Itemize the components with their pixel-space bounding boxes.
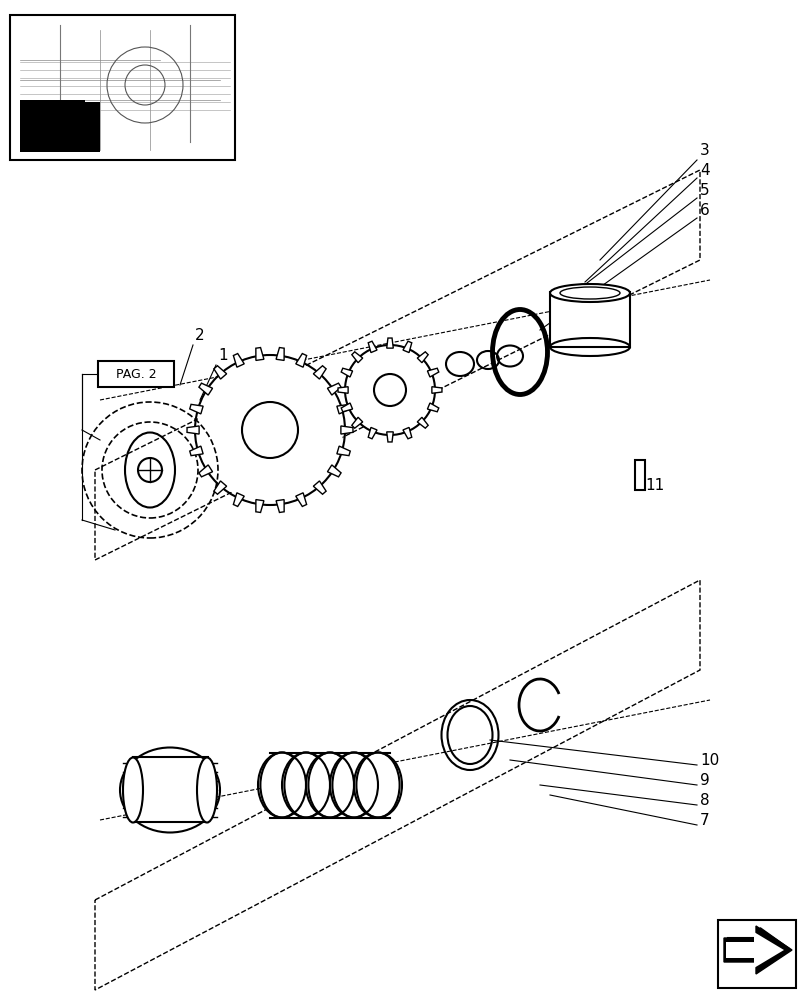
Ellipse shape [260, 752, 303, 817]
Polygon shape [213, 366, 226, 379]
Bar [717, 920, 795, 988]
Bar [10, 15, 234, 160]
Polygon shape [386, 432, 393, 442]
Polygon shape [341, 426, 353, 434]
Polygon shape [233, 354, 244, 367]
Polygon shape [313, 481, 326, 494]
Polygon shape [199, 383, 212, 395]
Polygon shape [233, 493, 244, 506]
Polygon shape [431, 387, 441, 393]
Polygon shape [190, 404, 203, 414]
Text: 2: 2 [195, 328, 204, 343]
Ellipse shape [549, 284, 629, 302]
Bar [634, 460, 644, 490]
Ellipse shape [332, 752, 375, 817]
Polygon shape [725, 932, 783, 968]
Polygon shape [727, 928, 787, 968]
Text: PAG. 2: PAG. 2 [115, 367, 157, 380]
Polygon shape [402, 427, 411, 439]
Bar [20, 100, 85, 152]
Text: 4: 4 [699, 163, 709, 178]
Polygon shape [417, 352, 427, 363]
FancyBboxPatch shape [98, 361, 174, 387]
Polygon shape [187, 426, 199, 434]
Text: 1: 1 [217, 348, 227, 363]
Polygon shape [255, 500, 264, 512]
Polygon shape [427, 403, 438, 412]
Polygon shape [723, 926, 791, 974]
Polygon shape [341, 403, 352, 412]
Ellipse shape [122, 758, 143, 822]
Polygon shape [351, 417, 363, 428]
Ellipse shape [308, 752, 351, 817]
Text: 7: 7 [699, 813, 709, 828]
Circle shape [197, 357, 342, 503]
Polygon shape [295, 493, 307, 506]
Bar [25, 102, 100, 152]
Polygon shape [337, 387, 348, 393]
Polygon shape [417, 417, 427, 428]
Text: 3: 3 [699, 143, 709, 158]
Text: 10: 10 [699, 753, 719, 768]
Text: 6: 6 [699, 203, 709, 218]
Ellipse shape [197, 758, 217, 822]
Ellipse shape [284, 752, 327, 817]
Polygon shape [351, 352, 363, 363]
Text: 8: 8 [699, 793, 709, 808]
Polygon shape [341, 368, 352, 377]
Polygon shape [427, 368, 438, 377]
Polygon shape [327, 465, 341, 477]
Text: 5: 5 [699, 183, 709, 198]
Polygon shape [199, 465, 212, 477]
Polygon shape [190, 446, 203, 456]
Polygon shape [337, 446, 350, 456]
Polygon shape [367, 427, 376, 439]
Polygon shape [367, 341, 376, 353]
Ellipse shape [356, 752, 399, 817]
Text: 11: 11 [644, 478, 663, 493]
Circle shape [345, 345, 435, 435]
Polygon shape [337, 404, 350, 414]
Bar [133, 757, 208, 822]
Polygon shape [386, 338, 393, 348]
Polygon shape [327, 383, 341, 395]
Polygon shape [402, 341, 411, 353]
Polygon shape [313, 366, 326, 379]
Polygon shape [255, 348, 264, 360]
Polygon shape [276, 348, 284, 360]
Bar [549, 292, 629, 347]
Polygon shape [213, 481, 226, 494]
Polygon shape [276, 500, 284, 512]
Text: 9: 9 [699, 773, 709, 788]
Polygon shape [295, 354, 307, 367]
